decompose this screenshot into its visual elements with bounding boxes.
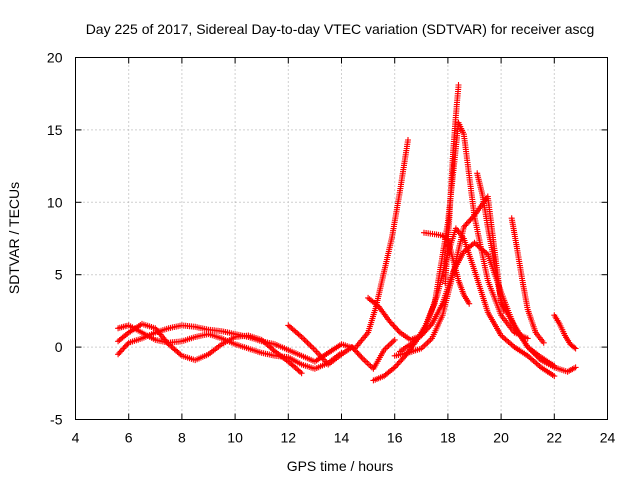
series-track-3: [115, 320, 305, 377]
x-tick-label: 4: [72, 430, 80, 446]
series-markers: [442, 82, 462, 287]
x-tick-label: 10: [227, 430, 243, 446]
series-track-9: [421, 229, 473, 307]
ticks: 4 6 8 10 12 14 16 18 20 22 24 -5 0 5 10 15 20: [47, 50, 616, 446]
x-tick-label: 24: [600, 430, 616, 446]
series-track-12: [508, 215, 547, 346]
y-tick-label: 15: [47, 122, 63, 138]
series-track-10: [442, 82, 462, 287]
chart-title: Day 225 of 2017, Sidereal Day-to-day VTE…: [86, 21, 595, 37]
data-series: [115, 82, 579, 384]
series-markers: [421, 229, 473, 307]
series-track-4: [285, 322, 398, 372]
plot-frame: [75, 57, 608, 420]
x-tick-label: 8: [178, 430, 186, 446]
x-axis-label: GPS time / hours: [287, 458, 394, 474]
y-tick-label: 10: [47, 194, 63, 210]
y-tick-label: 5: [55, 267, 63, 283]
y-tick-label: 20: [47, 50, 63, 66]
x-tick-label: 22: [547, 430, 563, 446]
grid: [75, 57, 608, 420]
series-markers: [551, 312, 579, 352]
series-markers: [508, 215, 547, 346]
x-tick-label: 14: [334, 430, 350, 446]
y-axis-label: SDTVAR / TECUs: [6, 182, 22, 294]
x-tick-label: 12: [281, 430, 297, 446]
y-tick-label: 0: [55, 339, 63, 355]
y-tick-label: -5: [50, 412, 63, 428]
x-tick-label: 18: [440, 430, 456, 446]
x-tick-label: 6: [125, 430, 133, 446]
series-markers: [474, 170, 507, 314]
x-tick-label: 16: [387, 430, 403, 446]
series-markers: [285, 322, 398, 372]
series-markers: [115, 320, 305, 377]
series-track-11: [474, 170, 507, 314]
series-track-13: [551, 312, 579, 352]
x-tick-label: 20: [493, 430, 509, 446]
